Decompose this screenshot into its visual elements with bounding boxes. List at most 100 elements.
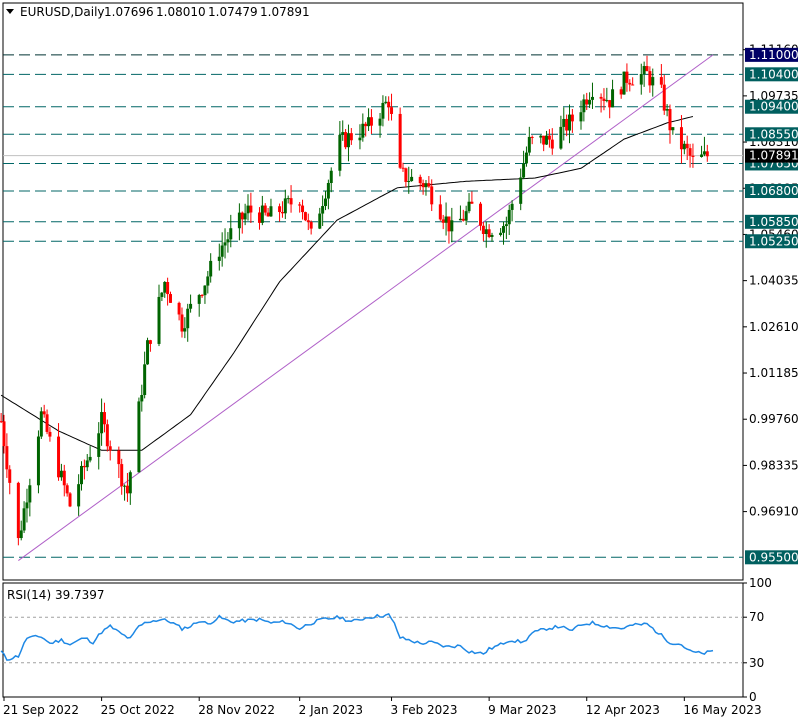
candle-body: [611, 89, 615, 108]
symbol-dropdown-icon[interactable]: [6, 9, 14, 14]
candle-body: [326, 183, 330, 199]
candle-body: [464, 211, 468, 221]
candle-body: [570, 114, 574, 122]
candle-body: [648, 71, 652, 86]
candle-body: [651, 77, 655, 86]
time-tick-label: 16 May 2023: [683, 703, 761, 717]
candle-body: [97, 433, 101, 457]
candle: [298, 202, 302, 213]
candle: [105, 419, 109, 452]
candle-body: [447, 216, 451, 232]
candle-body: [16, 482, 20, 539]
candle: [289, 185, 293, 213]
candle: [128, 470, 132, 505]
candle: [301, 199, 305, 220]
trendline-layer: [18, 54, 714, 561]
candle-body: [479, 203, 483, 226]
level-tags: 1.110001.104001.094001.085501.076501.068…: [745, 47, 799, 565]
price-tick-label: 1.04035: [749, 274, 799, 288]
candle: [62, 464, 66, 497]
candle-body: [65, 485, 69, 494]
candle: [59, 463, 63, 481]
candle-body: [280, 212, 284, 214]
candle: [619, 86, 623, 99]
candle-body: [177, 302, 181, 315]
candle: [585, 92, 589, 111]
time-tick-label: 28 Nov 2022: [198, 703, 275, 717]
candle-body: [444, 216, 448, 223]
candle-body: [82, 465, 86, 468]
price-tick-label: 1.02610: [749, 320, 799, 334]
candle: [651, 68, 655, 97]
candle: [481, 222, 485, 242]
candle-body: [338, 134, 342, 171]
candle: [390, 93, 394, 121]
candle: [168, 291, 172, 303]
candle-body: [410, 176, 414, 182]
level-tag-label: 1.10400: [749, 67, 799, 81]
candle-body: [522, 163, 526, 178]
candle: [303, 211, 307, 222]
candle-body: [163, 282, 167, 293]
moving-average-line: [0, 116, 694, 451]
candle: [117, 446, 121, 479]
candle-body: [421, 183, 425, 188]
candle-body: [19, 530, 23, 539]
level-tag-bg: [745, 214, 798, 229]
candle: [570, 108, 574, 133]
candle-body: [499, 232, 503, 235]
candle-body: [80, 465, 84, 485]
rsi-pane-frame: [2, 582, 744, 698]
level-tag: 0.95500: [745, 550, 799, 565]
candle-body: [59, 470, 63, 478]
rsi-tick-label: 100: [749, 576, 772, 590]
level-tag-label: 1.08550: [749, 127, 799, 141]
candle: [217, 243, 221, 271]
candle: [470, 191, 474, 204]
candle-body: [608, 100, 612, 108]
candle: [490, 232, 494, 242]
time-tick-label: 9 Mar 2023: [488, 703, 556, 717]
candle: [605, 87, 609, 103]
candle: [358, 124, 362, 150]
candle: [25, 488, 29, 523]
candle-body: [438, 204, 442, 220]
candle-body: [220, 245, 224, 257]
price-tick-label: 0.96910: [749, 505, 799, 519]
candle-body: [424, 183, 428, 188]
candle-body: [183, 328, 187, 332]
candle: [418, 174, 422, 191]
candle: [378, 112, 382, 138]
candle: [226, 232, 230, 253]
candle-body: [36, 436, 40, 486]
candle: [438, 195, 442, 221]
candle-body: [490, 234, 494, 237]
candle: [387, 96, 391, 121]
candle-body: [398, 113, 402, 168]
candle: [140, 384, 144, 412]
candle-body: [590, 96, 594, 100]
candle-body: [263, 205, 267, 213]
candle: [628, 79, 632, 92]
low-value: 1.07479: [208, 5, 258, 19]
candle-body: [441, 219, 445, 223]
candle-body: [329, 170, 333, 184]
candle: [631, 77, 635, 86]
candle: [263, 203, 267, 216]
level-tag-bg: [745, 184, 798, 199]
candle: [367, 108, 371, 132]
candle-body: [361, 123, 365, 138]
candle: [464, 205, 468, 226]
candle: [237, 203, 241, 241]
candle: [441, 214, 445, 230]
candle: [257, 207, 261, 230]
candle: [444, 202, 448, 236]
candle: [68, 492, 72, 508]
candle-body: [642, 66, 646, 75]
candle: [642, 61, 646, 87]
candle: [82, 459, 86, 480]
candle: [166, 277, 170, 306]
moving-average-layer: [0, 116, 694, 451]
candle-body: [458, 218, 462, 221]
